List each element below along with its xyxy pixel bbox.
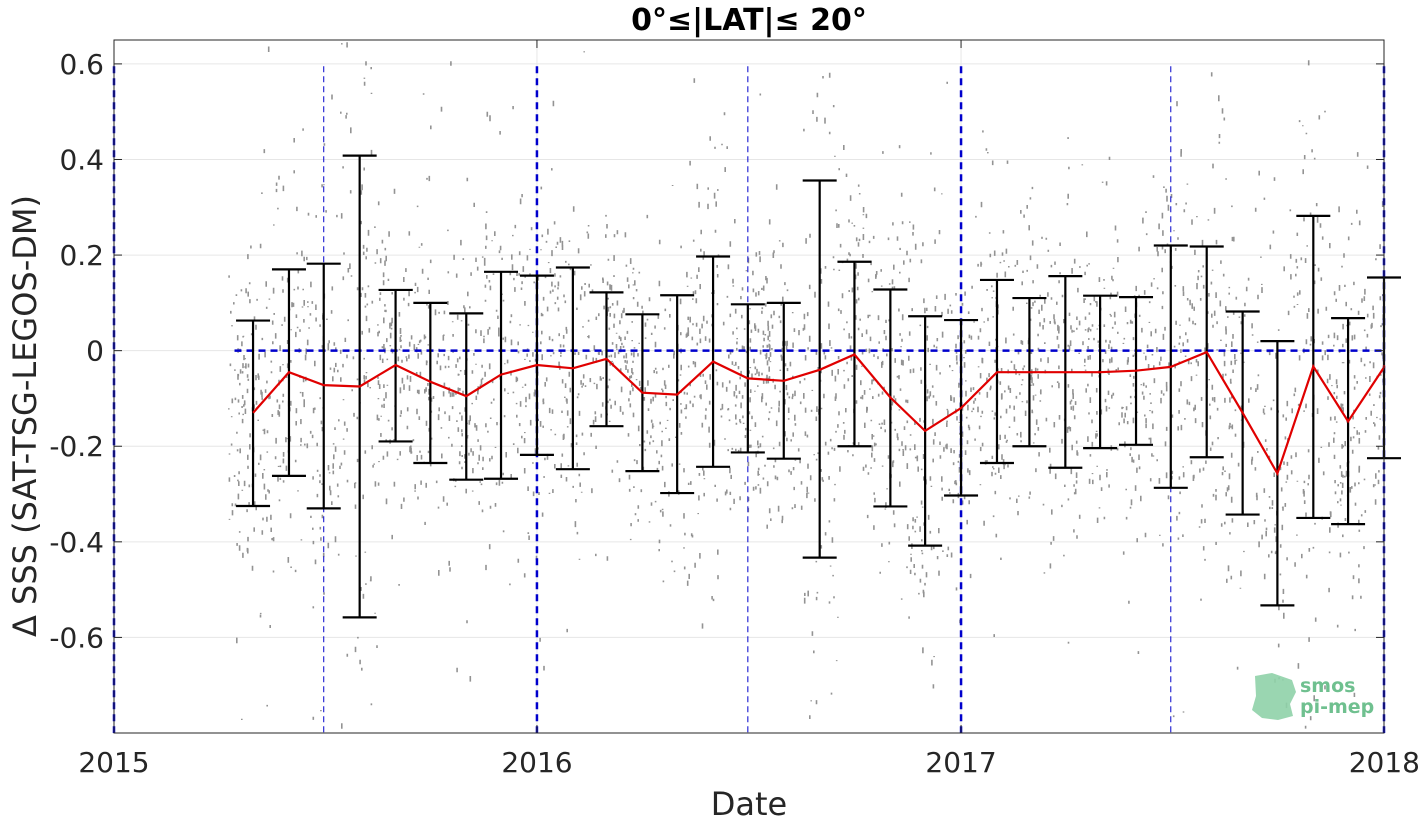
y-tick-label-5: 0.4	[59, 143, 104, 176]
axes-box	[113, 39, 1385, 734]
x-tick-label-0: 2015	[78, 746, 149, 779]
logo-line2: pi-mep	[1300, 696, 1374, 718]
y-tick-label-4: 0.2	[59, 239, 104, 272]
x-tick-label-1: 2016	[501, 746, 572, 779]
error-bar-0	[236, 319, 271, 508]
x-tick-label-2: 2017	[925, 746, 996, 779]
smos-logo: smos pi-mep	[1252, 673, 1374, 720]
x-tick-label-3: 2018	[1349, 746, 1420, 779]
smos-logo-icon	[1252, 673, 1296, 720]
y-tick-label-0: -0.6	[49, 621, 104, 654]
tick-labels: -0.6 -0.4 -0.2 0 0.2 0.4 0.6 2015 2016 2017 2018	[49, 48, 1420, 779]
y-tick-label-6: 0.6	[59, 48, 104, 81]
axes	[113, 39, 1385, 734]
chart-title: 0°≤|LAT|≤ 20°	[631, 3, 867, 38]
x-axis-label: Date	[711, 785, 787, 819]
y-axis-label: Δ SSS (SAT-TSG-LEGOS-DM)	[6, 195, 44, 637]
mean-line-path	[252, 350, 1386, 477]
y-tick-label-3: 0	[86, 335, 104, 368]
logo-line1: smos	[1300, 675, 1355, 697]
y-tick-label-1: -0.4	[49, 526, 104, 559]
y-tick-label-2: -0.2	[49, 430, 104, 463]
mean-line	[252, 350, 1386, 477]
error-bar-5	[413, 301, 448, 465]
